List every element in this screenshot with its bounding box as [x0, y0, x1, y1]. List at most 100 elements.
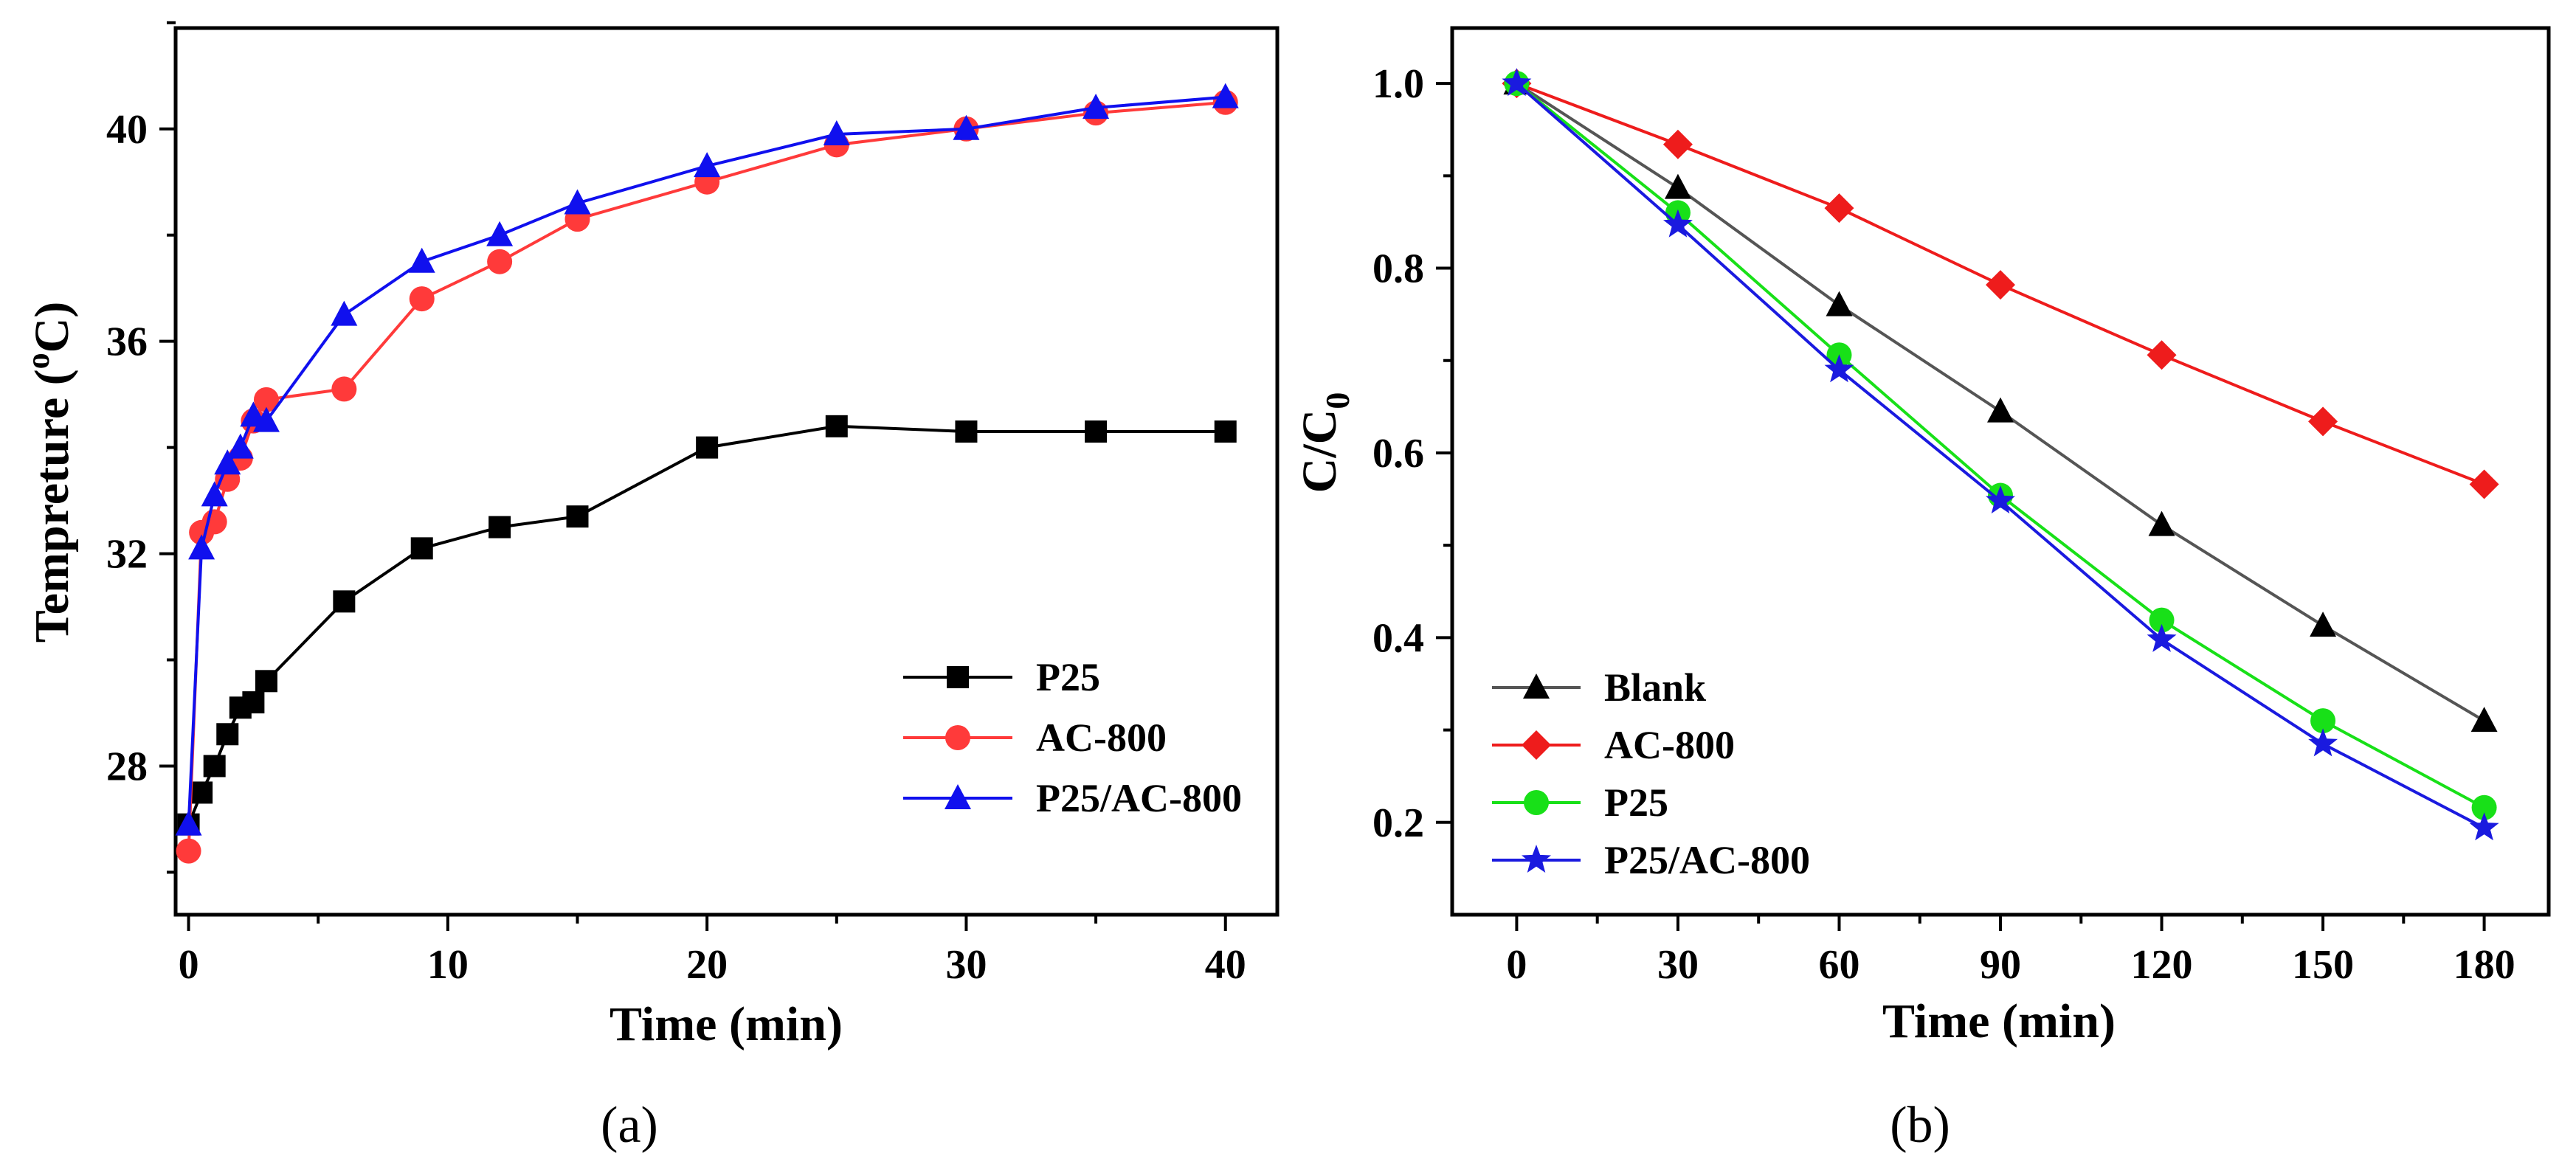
panel-b-series	[1502, 68, 2499, 841]
legend-label: P25/AC-800	[1036, 776, 1242, 820]
x-tick-label: 0	[1506, 942, 1527, 988]
data-point-p25	[488, 516, 511, 539]
data-point-p25-ac-800	[953, 114, 980, 140]
data-point-p25-ac-800	[2308, 728, 2338, 757]
data-point-ac-800	[1986, 270, 2015, 300]
legend-marker	[947, 666, 969, 688]
data-point-p25	[255, 670, 277, 693]
panel-b-y-axis-title-main: C/C	[1293, 409, 1347, 494]
data-point-p25-ac-800	[1082, 93, 1110, 119]
data-point-p25-ac-800	[331, 300, 358, 326]
data-point-p25-ac-800	[1663, 209, 1693, 238]
legend-item-p25-ac-800: P25/AC-800	[1492, 838, 1810, 882]
data-point-ac-800	[176, 838, 201, 864]
series-blank	[1503, 69, 2498, 733]
legend-marker	[1523, 673, 1550, 699]
data-point-ac-800	[487, 249, 513, 274]
legend-item-blank: Blank	[1492, 665, 1706, 710]
x-tick-label: 120	[2131, 942, 2193, 988]
data-point-p25	[216, 723, 239, 746]
y-tick-label: 0.4	[1372, 615, 1424, 661]
series-line-p25-ac-800	[1516, 82, 2485, 830]
legend-item-p25: P25	[903, 655, 1100, 699]
panel-a-y-axis-title-degree: o	[20, 353, 56, 369]
data-point-ac-800	[2308, 406, 2338, 437]
data-point-ac-800	[253, 387, 279, 412]
legend-label: AC-800	[1036, 716, 1167, 760]
panel-b-ticks	[1436, 82, 2486, 931]
data-point-blank	[2148, 510, 2175, 536]
y-tick-label: 40	[106, 107, 148, 153]
x-tick-label: 60	[1818, 942, 1860, 988]
data-point-p25	[333, 590, 356, 613]
legend-marker	[945, 725, 970, 750]
panel-a-tick-labels: 0 10 20 30 40 28 32 36 40	[106, 107, 1246, 988]
data-point-p25	[696, 436, 719, 459]
panel-a-plot-frame	[173, 26, 1280, 917]
data-point-p25-ac-800	[175, 810, 202, 836]
data-point-p25-ac-800	[2469, 812, 2499, 841]
x-tick-label: 150	[2292, 942, 2354, 988]
y-tick-label: 36	[106, 319, 148, 365]
panel-a-y-axis-title-unit: C)	[25, 302, 79, 353]
data-point-p25	[242, 691, 265, 714]
data-point-p25-ac-800	[1212, 83, 1239, 108]
data-point-p25	[2149, 607, 2175, 633]
legend-item-p25-ac-800: P25/AC-800	[903, 776, 1242, 820]
data-point-p25	[410, 537, 433, 560]
legend-marker	[1522, 730, 1551, 760]
y-tick-label: 0.8	[1372, 246, 1424, 292]
data-point-ac-800	[2469, 469, 2499, 499]
data-point-p25	[825, 415, 848, 437]
y-tick-label: 1.0	[1372, 61, 1424, 107]
panel-b: 0 30 60 90 120 150 180 0.2 0.4 0.6 0.8 1.0 Time (mi…	[1293, 26, 2551, 1154]
data-point-p25-ac-800	[188, 534, 215, 560]
data-point-p25-ac-800	[2147, 623, 2177, 652]
panel-a-x-axis-title: Time (min)	[610, 997, 843, 1051]
panel-b-tick-labels: 0 30 60 90 120 150 180 0.2 0.4 0.6 0.8 1.0	[1372, 61, 2515, 988]
data-point-blank	[2310, 612, 2337, 637]
data-point-p25-ac-800	[408, 247, 435, 273]
data-point-p25	[190, 781, 213, 804]
data-point-blank	[1664, 173, 1691, 199]
data-point-p25	[566, 505, 589, 528]
panel-b-y-axis-title: C/C0	[1293, 392, 1356, 494]
data-point-p25	[2310, 708, 2336, 734]
legend-item-p25: P25	[1492, 780, 1668, 825]
series-ac-800	[1502, 69, 2499, 499]
data-point-blank	[1826, 291, 1853, 316]
y-tick-label: 28	[106, 744, 148, 789]
legend-label: P25/AC-800	[1604, 838, 1810, 882]
panel-b-x-axis-title: Time (min)	[1882, 994, 2116, 1048]
legend-item-ac-800: AC-800	[903, 716, 1167, 760]
data-point-p25	[1085, 420, 1108, 443]
data-point-ac-800	[1824, 193, 1854, 224]
panel-a: 0 10 20 30 40 28 32 36 40 Time (min) Tempreture …	[20, 21, 1280, 1154]
series-p25-ac-800	[1502, 68, 2499, 841]
panel-a-legend: P25 AC-800 P25/AC-800	[903, 655, 1242, 820]
x-tick-label: 90	[1980, 942, 2021, 988]
panel-a-y-axis-title: Tempreture (oC)	[20, 302, 79, 643]
x-tick-label: 20	[686, 942, 728, 988]
x-tick-label: 40	[1205, 942, 1246, 988]
data-point-p25-ac-800	[486, 221, 514, 246]
data-point-p25	[2471, 794, 2497, 820]
legend-marker	[945, 784, 971, 809]
data-point-p25-ac-800	[1502, 68, 1532, 97]
data-point-ac-800	[2147, 340, 2177, 370]
data-point-p25-ac-800	[823, 120, 850, 145]
legend-marker	[1522, 845, 1551, 873]
legend-label: P25	[1036, 655, 1100, 699]
y-tick-label: 32	[106, 532, 148, 578]
legend-label: P25	[1604, 780, 1668, 825]
data-point-p25-ac-800	[214, 449, 241, 475]
panel-a-y-axis-title-main: Tempreture (	[25, 369, 79, 643]
series-p25-ac-800	[175, 83, 1239, 836]
data-point-blank	[2470, 707, 2498, 733]
data-point-blank	[1987, 397, 2014, 423]
data-point-ac-800	[1662, 129, 1693, 159]
panel-a-ticks	[159, 21, 1227, 931]
panel-b-y-axis-title-subscript: 0	[1319, 392, 1356, 409]
x-tick-label: 10	[427, 942, 469, 988]
